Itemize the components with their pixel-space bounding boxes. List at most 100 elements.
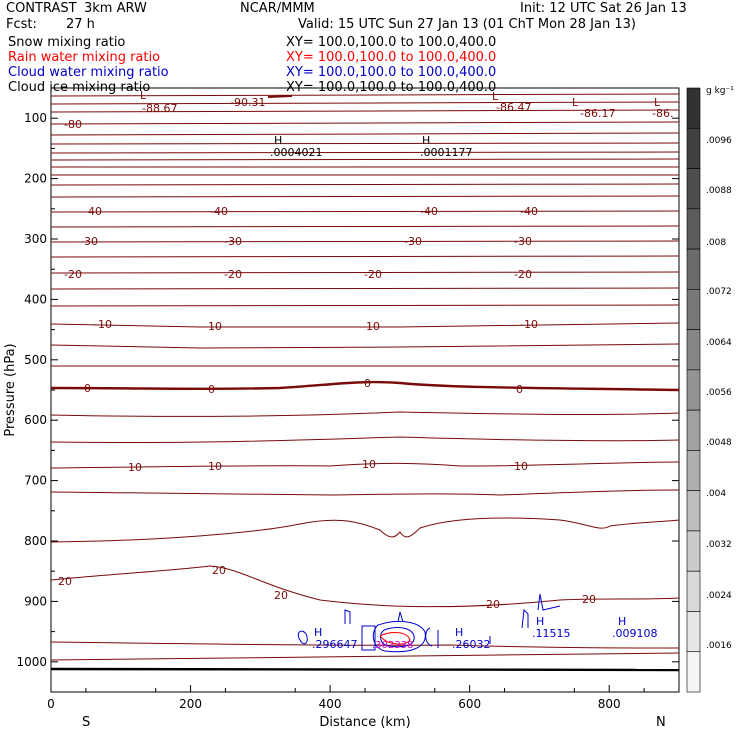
x-tick-label: 0	[47, 697, 55, 711]
colorbar-swatch	[686, 289, 701, 330]
cloud-water-contour	[380, 627, 415, 648]
temp-label: -86.	[652, 107, 673, 120]
temp-label: -10	[520, 318, 538, 331]
y-tick-label: 100	[24, 111, 47, 125]
y-tick-label: 300	[24, 232, 47, 246]
temp-label: 20	[486, 598, 500, 611]
contour-line	[50, 322, 680, 328]
field-name-cloud-water: Cloud water mixing ratio	[8, 65, 169, 80]
y-tick-label: 900	[24, 594, 47, 608]
max-value: .0001177	[420, 146, 473, 159]
colorbar-swatch	[686, 450, 701, 491]
max-value: .26032	[452, 638, 491, 651]
contour-line	[50, 343, 680, 349]
temp-label: 0	[84, 382, 91, 395]
y-axis-label: Pressure (hPa)	[3, 343, 18, 436]
header-fcst-label: Fcst:	[6, 17, 37, 32]
cloud-water-contour	[425, 627, 433, 647]
max-mark: H	[618, 615, 626, 628]
cloud-water-contour	[297, 630, 308, 645]
colorbar-swatch	[686, 490, 701, 532]
colorbar-tick-label: .0016	[706, 641, 732, 651]
contour-line	[50, 461, 680, 469]
min-mark: L	[572, 96, 579, 109]
temp-label: 10	[514, 460, 528, 473]
temp-label: -30	[404, 235, 422, 248]
temp-label: -20	[224, 268, 242, 281]
contour-line	[50, 158, 680, 161]
x-axis-label: Distance (km)	[319, 715, 410, 730]
contour-line	[50, 304, 680, 307]
contour-line	[50, 195, 680, 198]
temp-label: -30	[514, 235, 532, 248]
temp-label: 10	[128, 461, 142, 474]
temp-label: -86.17	[580, 107, 615, 120]
contour-line	[50, 380, 680, 392]
temp-label: 10	[208, 460, 222, 473]
y-tick-label: 500	[24, 353, 47, 367]
temp-label: -10	[204, 320, 222, 333]
contour-line	[50, 132, 680, 136]
max-value: .302338	[372, 640, 413, 651]
temp-label: -40	[84, 205, 102, 218]
colorbar-tick-label: .0056	[706, 388, 732, 398]
max-mark: H	[422, 134, 430, 147]
temp-label: 0	[208, 383, 215, 396]
colorbar-tick-label: .0096	[706, 136, 732, 146]
colorbar-swatch	[686, 530, 701, 572]
colorbar-swatch	[686, 208, 701, 250]
x-tick-label: 600	[458, 697, 481, 711]
cloud-water-contour	[537, 593, 561, 611]
colorbar-tick-label: .0048	[706, 438, 732, 448]
temp-label: 20	[582, 593, 596, 606]
colorbar-tick-label: .008	[706, 238, 726, 248]
contour-line	[50, 517, 680, 543]
colorbar-tick-label: .0072	[706, 287, 732, 297]
temp-label: 20	[274, 589, 288, 602]
temp-label: 10	[362, 458, 376, 471]
max-value: .0004021	[270, 146, 323, 159]
temperature-contours	[50, 93, 680, 661]
header-init: Init: 12 UTC Sat 26 Jan 13	[520, 1, 687, 16]
field-xy-rain: XY= 100.0,100.0 to 100.0,400.0	[286, 50, 497, 65]
colorbar-swatch	[686, 127, 701, 169]
x-tick-label: 200	[179, 697, 202, 711]
x-endpoint-right: N	[656, 715, 666, 730]
temp-label: -20	[64, 268, 82, 281]
contour-line	[50, 436, 680, 444]
contour-line	[50, 183, 680, 186]
rain-contour	[379, 632, 411, 645]
y-tick-label: 200	[24, 172, 47, 186]
contour-line	[50, 109, 680, 113]
x-tick-label: 800	[598, 697, 621, 711]
colorbar-swatch	[686, 87, 701, 129]
colorbar-tick-label: .0064	[706, 338, 732, 348]
min-mark: L	[654, 96, 661, 109]
cloud-water-contour	[521, 608, 529, 629]
temp-label: -30	[224, 235, 242, 248]
surface-line	[50, 667, 680, 672]
contour-line	[50, 225, 680, 228]
y-tick-label: 1000	[16, 655, 47, 669]
temp-label: -80	[64, 118, 82, 131]
colorbar-swatch	[686, 369, 701, 411]
header-valid: Valid: 15 UTC Sun 27 Jan 13 (01 ChT Mon …	[298, 17, 636, 32]
max-mark: H	[274, 134, 282, 147]
temp-label: 0	[516, 383, 523, 396]
temp-label: 0	[364, 377, 371, 390]
y-tick-label: 700	[24, 474, 47, 488]
contour-line	[50, 151, 680, 154]
colorbar-tick-label: .0024	[706, 591, 732, 601]
contour-line	[50, 565, 680, 608]
contour-line	[50, 255, 680, 258]
temp-label: -30	[80, 235, 98, 248]
field-xy-snow: XY= 100.0,100.0 to 100.0,400.0	[286, 35, 497, 50]
x-endpoint-left: S	[82, 715, 90, 730]
temp-label: -90.31	[230, 96, 265, 109]
temp-label: -10	[362, 320, 380, 333]
colorbar-swatch	[686, 570, 701, 612]
contour-line	[50, 142, 680, 145]
colorbar-tick-label: .0032	[706, 540, 732, 550]
contour-line	[50, 641, 680, 649]
contour-line	[50, 489, 680, 496]
